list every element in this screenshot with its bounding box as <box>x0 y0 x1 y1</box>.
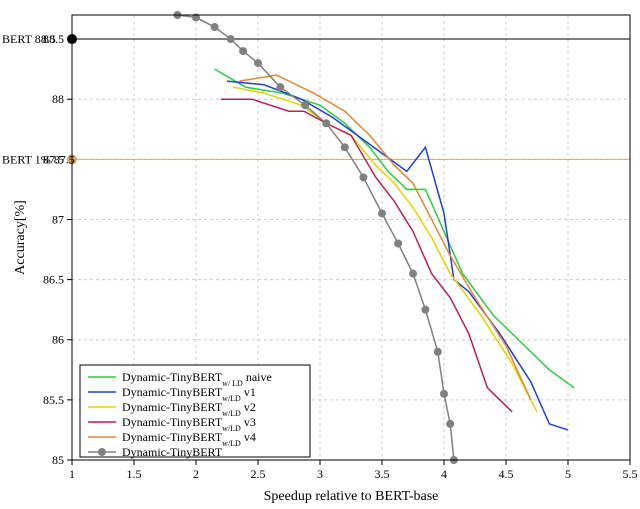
svg-text:5.5: 5.5 <box>623 467 638 481</box>
svg-text:86: 86 <box>52 333 64 347</box>
legend: Dynamic-TinyBERTw/ LD naiveDynamic-TinyB… <box>80 365 310 459</box>
ref-label-0: BERT 88.5 <box>2 32 56 46</box>
svg-text:2.5: 2.5 <box>251 467 266 481</box>
ref-label-1: BERT 1% 87.5 <box>2 152 75 166</box>
svg-text:85: 85 <box>52 453 64 467</box>
svg-text:5: 5 <box>565 467 571 481</box>
svg-text:3: 3 <box>317 467 323 481</box>
svg-text:4.5: 4.5 <box>499 467 514 481</box>
svg-text:3.5: 3.5 <box>375 467 390 481</box>
svg-text:1.5: 1.5 <box>127 467 142 481</box>
svg-text:4: 4 <box>441 467 447 481</box>
svg-text:85.5: 85.5 <box>43 393 64 407</box>
accuracy-speedup-chart: 11.522.533.544.555.58585.58686.58787.588… <box>0 0 640 509</box>
svg-text:86.5: 86.5 <box>43 273 64 287</box>
svg-text:87: 87 <box>52 212 64 226</box>
svg-text:1: 1 <box>69 467 75 481</box>
x-axis-label: Speedup relative to BERT-base <box>264 489 439 504</box>
legend-item-5: Dynamic-TinyBERT <box>122 445 223 459</box>
svg-text:2: 2 <box>193 467 199 481</box>
y-axis-label: Accuracy[%] <box>13 200 28 275</box>
svg-text:88: 88 <box>52 92 64 106</box>
